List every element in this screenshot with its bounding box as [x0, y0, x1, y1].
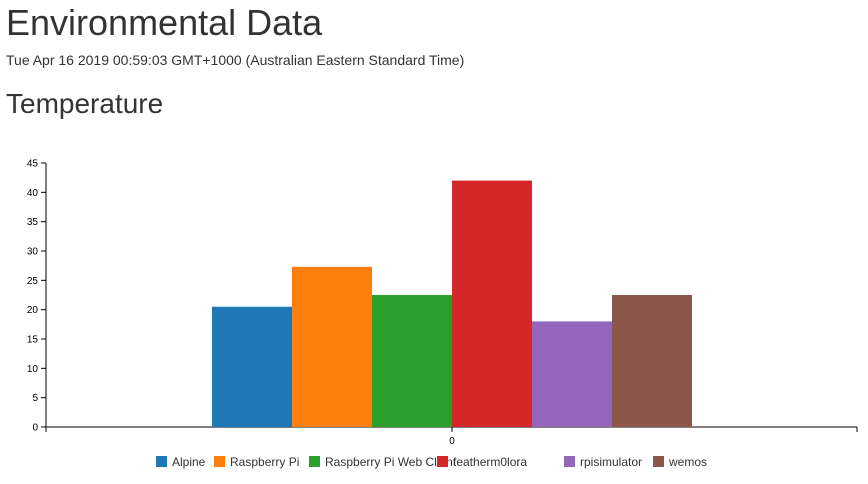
- legend-label: wemos: [668, 455, 707, 469]
- x-tick-label: 0: [449, 436, 455, 447]
- y-tick-label: 30: [27, 247, 39, 258]
- bar-rpisimulator: [532, 321, 612, 427]
- legend-label: rpisimulator: [580, 455, 642, 469]
- legend-item: rpisimulator: [564, 455, 642, 469]
- y-tick-label: 10: [27, 364, 39, 375]
- bars: [212, 180, 692, 427]
- y-tick-label: 40: [27, 188, 39, 199]
- legend-item: Alpine: [156, 455, 206, 469]
- legend-label: Alpine: [172, 455, 206, 469]
- legend-item: featherm0lora: [437, 455, 527, 469]
- legend-swatch: [653, 456, 664, 467]
- y-tick-label: 0: [32, 423, 38, 434]
- legend-label: Raspberry Pi: [230, 455, 299, 469]
- legend-label: featherm0lora: [453, 455, 527, 469]
- x-axis: 0: [45, 426, 858, 447]
- legend: Alpine Raspberry Pi Raspberry Pi Web Clien…: [156, 455, 707, 469]
- bar-raspberry-pi-web-client: [372, 295, 452, 427]
- y-axis: 0 5 10 15 20 25 30 35 40 45: [27, 159, 47, 434]
- temperature-chart: 0 5 10 15 20 25 30 35 40 45 0 Alpine Raspberry Pi R…: [27, 159, 858, 469]
- bar-wemos: [612, 295, 692, 427]
- bar-featherm0lora: [452, 180, 532, 427]
- y-tick-label: 5: [32, 393, 38, 404]
- legend-item: Raspberry Pi Web Client: [309, 455, 457, 469]
- page-title: Environmental Data: [6, 2, 323, 43]
- section-title: Temperature: [6, 88, 164, 119]
- y-tick-label: 20: [27, 305, 39, 316]
- y-tick-label: 35: [27, 217, 39, 228]
- legend-label: Raspberry Pi Web Client: [325, 455, 457, 469]
- legend-item: wemos: [653, 455, 707, 469]
- legend-swatch: [309, 456, 320, 467]
- legend-swatch: [214, 456, 225, 467]
- y-tick-label: 45: [27, 159, 39, 170]
- legend-item: Raspberry Pi: [214, 455, 299, 469]
- legend-swatch: [564, 456, 575, 467]
- legend-swatch: [156, 456, 167, 467]
- legend-swatch: [437, 456, 448, 467]
- y-tick-label: 15: [27, 335, 39, 346]
- bar-raspberry-pi: [292, 266, 372, 427]
- y-tick-label: 25: [27, 276, 39, 287]
- timestamp: Tue Apr 16 2019 00:59:03 GMT+1000 (Austr…: [6, 52, 465, 68]
- bar-alpine: [212, 306, 292, 427]
